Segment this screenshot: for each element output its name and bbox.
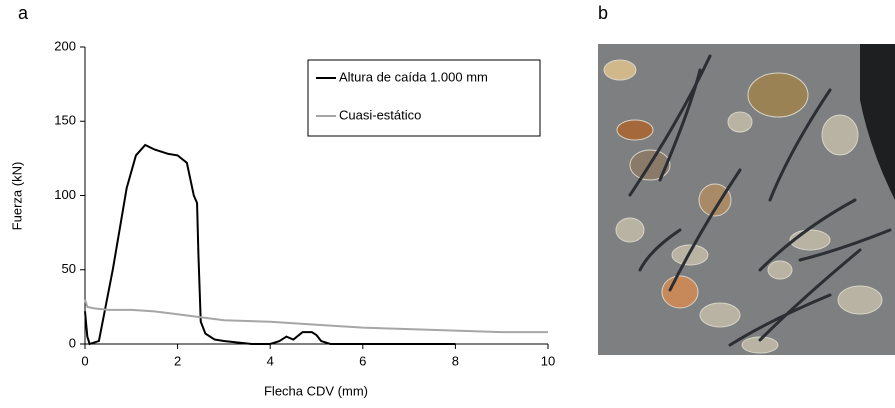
series-line [84,299,548,334]
x-axis-label: Flecha CDV (mm) [264,383,368,398]
y-tick-label: 200 [54,38,76,53]
x-tick-label: 0 [81,353,88,368]
legend-label: Altura de caída 1.000 mm [339,69,488,84]
x-tick-label: 2 [174,353,181,368]
y-tick-label: 50 [62,261,76,276]
y-tick-label: 100 [54,187,76,202]
series-line [84,143,456,346]
panel-label: a [18,3,29,23]
y-tick-label: 150 [54,113,76,128]
x-tick-label: 4 [267,353,274,368]
y-tick-label: 0 [69,335,76,350]
x-tick-label: 6 [359,353,366,368]
y-axis-label: Fuerza (kN) [9,162,24,231]
legend-label: Cuasi-estático [339,107,421,122]
photo [598,44,895,355]
legend-box [307,59,541,137]
x-tick-label: 8 [452,353,459,368]
panel-label: b [598,3,608,23]
x-tick-label: 10 [541,353,555,368]
